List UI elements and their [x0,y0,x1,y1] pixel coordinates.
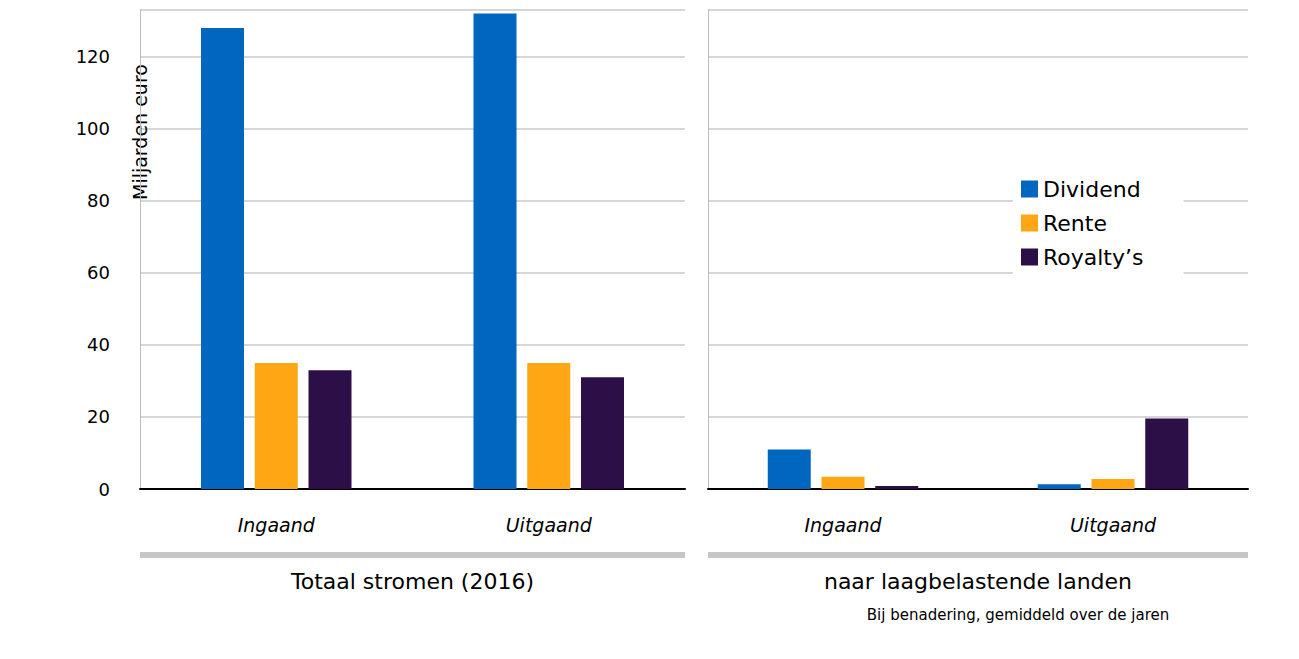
svg-text:Rente: Rente [1043,211,1107,236]
svg-text:20: 20 [87,406,110,427]
svg-text:80: 80 [87,190,110,211]
svg-text:Uitgaand: Uitgaand [1070,514,1157,536]
svg-text:Royalty’s: Royalty’s [1043,245,1143,270]
svg-text:Totaal stromen (2016): Totaal stromen (2016) [290,569,534,594]
svg-text:40: 40 [87,334,110,355]
svg-text:Bij benadering, gemiddeld over: Bij benadering, gemiddeld over de jaren [867,606,1169,624]
svg-text:Dividend: Dividend [1043,177,1141,202]
svg-text:naar laagbelastende landen: naar laagbelastende landen [824,569,1132,594]
svg-text:120: 120 [76,46,110,67]
svg-text:100: 100 [76,118,110,139]
svg-text:60: 60 [87,262,110,283]
svg-text:Ingaand: Ingaand [238,514,316,536]
svg-text:Uitgaand: Uitgaand [506,514,593,536]
svg-text:Ingaand: Ingaand [804,514,882,536]
svg-text:Miljarden euro: Miljarden euro [129,64,151,200]
svg-text:0: 0 [99,479,110,500]
